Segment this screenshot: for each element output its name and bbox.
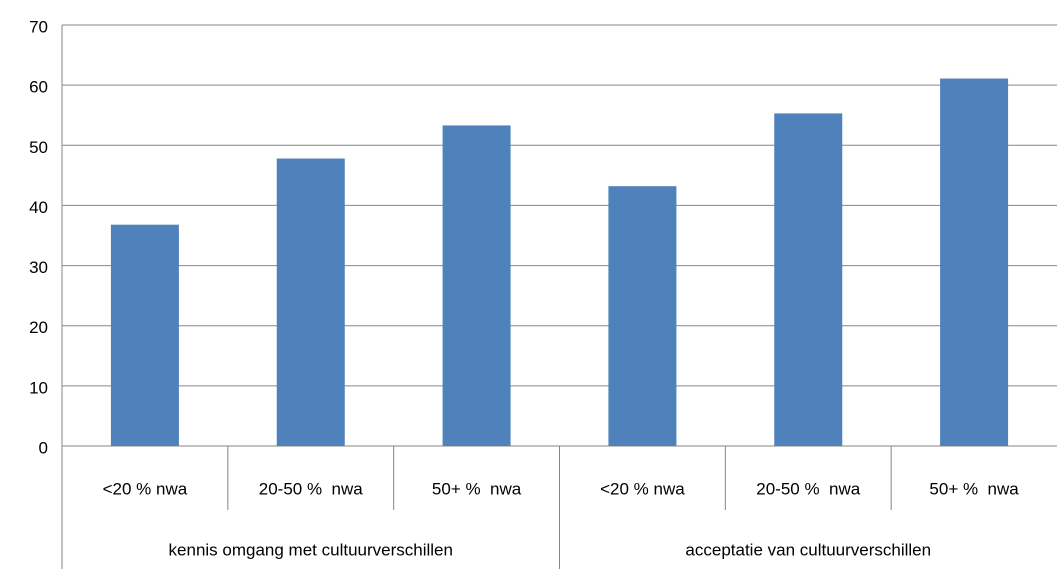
- y-tick-label: 50: [29, 138, 48, 157]
- y-tick-label: 0: [39, 438, 48, 457]
- bar: [442, 125, 511, 446]
- group-label: acceptatie van cultuurverschillen: [685, 540, 931, 559]
- bar: [774, 113, 843, 446]
- x-tick-label: 50+ % nwa: [432, 479, 522, 498]
- y-tick-label: 30: [29, 258, 48, 277]
- bar: [276, 158, 345, 446]
- x-tick-label: 50+ % nwa: [929, 479, 1019, 498]
- x-tick-label: 20-50 % nwa: [756, 479, 860, 498]
- bar: [608, 186, 677, 446]
- x-tick-label: <20 % nwa: [103, 479, 188, 498]
- y-tick-label: 40: [29, 198, 48, 217]
- y-tick-label: 60: [29, 78, 48, 97]
- bar: [940, 78, 1009, 446]
- y-tick-label: 70: [29, 17, 48, 36]
- group-label: kennis omgang met cultuurverschillen: [169, 540, 453, 559]
- y-tick-label: 20: [29, 318, 48, 337]
- bar: [110, 224, 179, 446]
- x-tick-label: 20-50 % nwa: [259, 479, 363, 498]
- x-tick-label: <20 % nwa: [600, 479, 685, 498]
- y-tick-label: 10: [29, 378, 48, 397]
